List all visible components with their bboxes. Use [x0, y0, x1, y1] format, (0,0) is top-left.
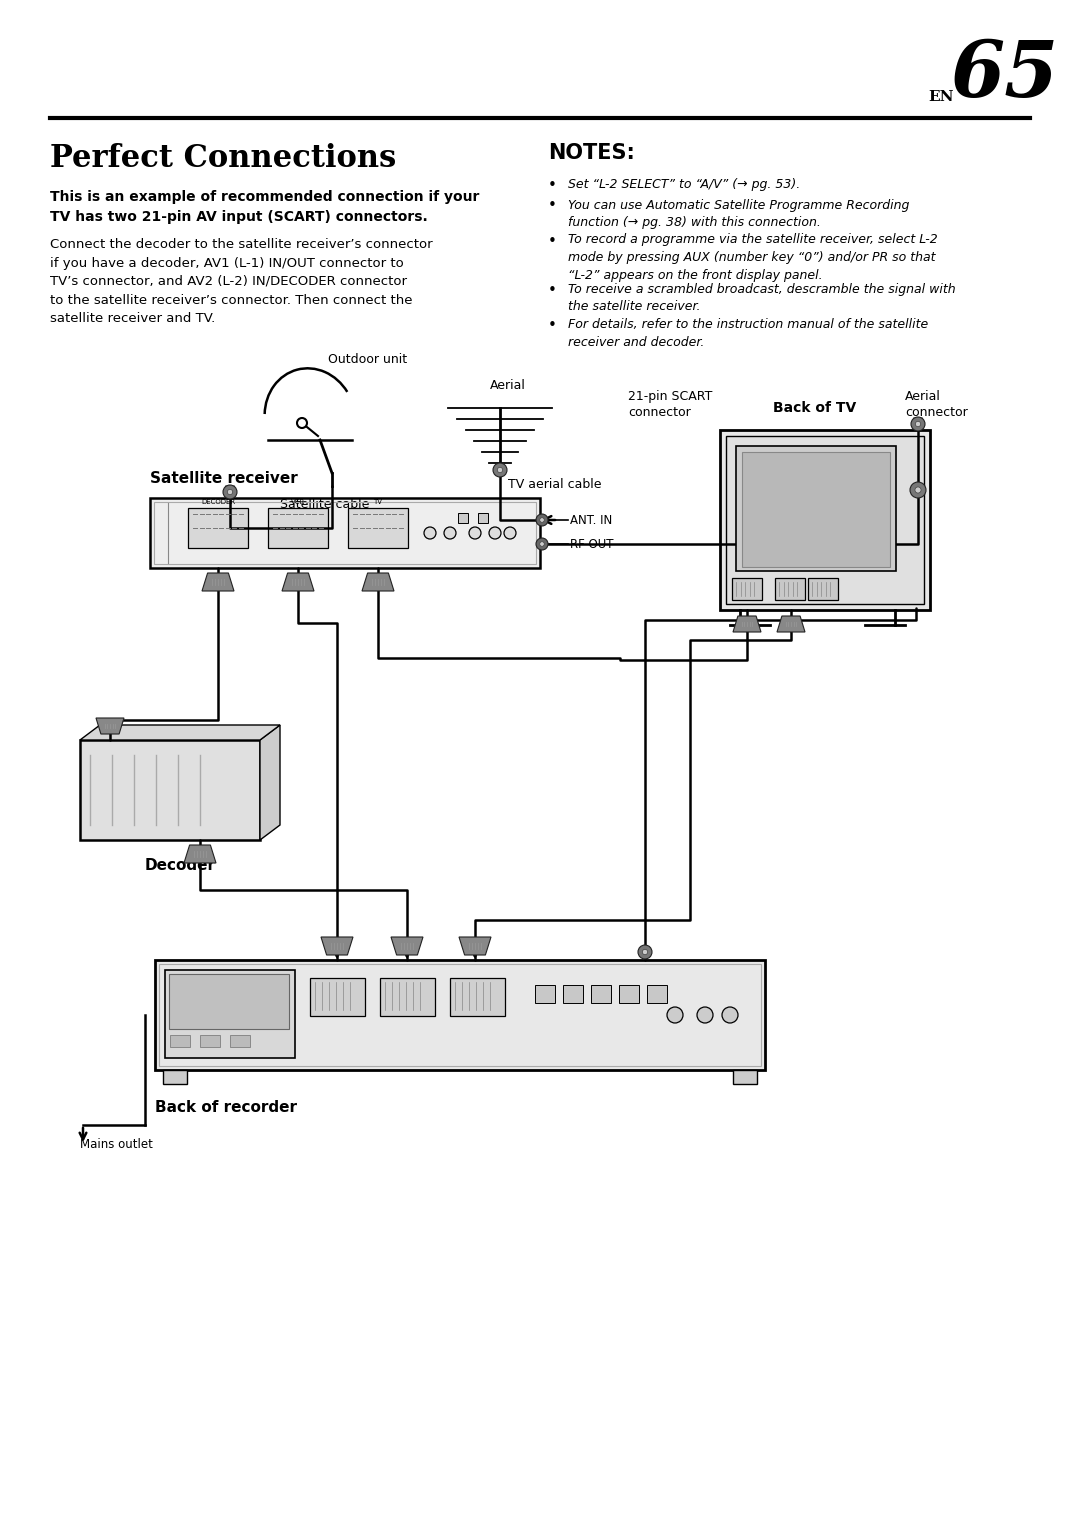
Bar — [230, 1034, 249, 1047]
Polygon shape — [362, 573, 394, 591]
Polygon shape — [777, 616, 805, 633]
Text: •: • — [548, 318, 557, 333]
Text: DECODER: DECODER — [201, 500, 235, 504]
Text: 65: 65 — [950, 38, 1058, 115]
Bar — [154, 503, 536, 564]
Bar — [563, 986, 583, 1002]
Bar — [742, 452, 890, 567]
Text: You can use Automatic Satellite Programme Recording
function (→ pg. 38) with thi: You can use Automatic Satellite Programm… — [568, 199, 909, 229]
Text: 21-pin SCART
connector: 21-pin SCART connector — [627, 390, 713, 419]
Circle shape — [489, 527, 501, 539]
Circle shape — [697, 1007, 713, 1024]
Text: Satellite cable: Satellite cable — [280, 498, 369, 510]
Polygon shape — [282, 573, 314, 591]
Text: •: • — [548, 283, 557, 298]
Text: RF OUT: RF OUT — [570, 538, 613, 550]
Bar — [735, 446, 896, 571]
Text: •: • — [548, 177, 557, 193]
Circle shape — [497, 468, 502, 472]
Bar — [80, 740, 260, 840]
Text: VCR: VCR — [291, 500, 306, 504]
Circle shape — [723, 1007, 738, 1024]
Text: TV aerial cable: TV aerial cable — [508, 478, 602, 490]
Circle shape — [504, 527, 516, 539]
Bar — [726, 435, 924, 604]
Text: •: • — [548, 199, 557, 214]
Bar — [310, 978, 365, 1016]
Bar — [165, 970, 295, 1057]
Bar — [188, 507, 248, 549]
Bar — [159, 964, 761, 1067]
Circle shape — [916, 422, 920, 426]
Bar — [458, 513, 468, 523]
Bar — [380, 978, 435, 1016]
Text: Decoder: Decoder — [145, 859, 216, 872]
Bar — [450, 978, 505, 1016]
Polygon shape — [391, 937, 423, 955]
Bar — [619, 986, 639, 1002]
Bar — [200, 1034, 220, 1047]
Text: Set “L-2 SELECT” to “A/V” (→ pg. 53).: Set “L-2 SELECT” to “A/V” (→ pg. 53). — [568, 177, 800, 191]
Circle shape — [469, 527, 481, 539]
Text: Back of recorder: Back of recorder — [156, 1100, 297, 1115]
Circle shape — [536, 513, 548, 526]
Text: •: • — [548, 234, 557, 249]
Bar — [535, 986, 555, 1002]
Circle shape — [444, 527, 456, 539]
Text: For details, refer to the instruction manual of the satellite
receiver and decod: For details, refer to the instruction ma… — [568, 318, 928, 348]
Text: Back of TV: Back of TV — [773, 400, 856, 416]
Bar — [170, 1034, 190, 1047]
Bar — [348, 507, 408, 549]
Bar — [733, 1070, 757, 1083]
Polygon shape — [202, 573, 234, 591]
Circle shape — [540, 518, 544, 523]
Text: TV: TV — [374, 500, 382, 504]
Bar — [156, 960, 765, 1070]
Bar — [478, 513, 488, 523]
Circle shape — [228, 489, 232, 495]
Circle shape — [424, 527, 436, 539]
Circle shape — [492, 463, 507, 477]
Text: To record a programme via the satellite receiver, select L-2
mode by pressing AU: To record a programme via the satellite … — [568, 234, 937, 281]
Circle shape — [536, 538, 548, 550]
Circle shape — [222, 484, 237, 500]
Text: Outdoor unit: Outdoor unit — [328, 353, 407, 367]
Bar — [163, 1070, 187, 1083]
Bar — [732, 578, 762, 601]
Polygon shape — [260, 724, 280, 840]
Bar — [720, 429, 930, 610]
Bar — [647, 986, 667, 1002]
Circle shape — [638, 944, 652, 960]
Circle shape — [297, 419, 307, 428]
Circle shape — [915, 487, 921, 494]
Text: NOTES:: NOTES: — [548, 144, 635, 163]
Text: ANT. IN: ANT. IN — [570, 513, 612, 527]
Text: Perfect Connections: Perfect Connections — [50, 144, 396, 174]
Text: Aerial
connector: Aerial connector — [905, 390, 968, 419]
Bar — [168, 973, 289, 1028]
Text: EN: EN — [928, 90, 954, 104]
Text: To receive a scrambled broadcast, descramble the signal with
the satellite recei: To receive a scrambled broadcast, descra… — [568, 283, 956, 313]
Polygon shape — [80, 724, 280, 740]
Bar — [268, 507, 328, 549]
Polygon shape — [184, 845, 216, 863]
Circle shape — [667, 1007, 683, 1024]
Circle shape — [540, 542, 544, 547]
Circle shape — [910, 481, 926, 498]
Bar — [591, 986, 611, 1002]
Bar — [775, 578, 805, 601]
Polygon shape — [96, 718, 124, 733]
Bar — [150, 498, 540, 568]
Polygon shape — [733, 616, 761, 633]
Text: Connect the decoder to the satellite receiver’s connector
if you have a decoder,: Connect the decoder to the satellite rec… — [50, 238, 433, 325]
Text: Satellite receiver: Satellite receiver — [150, 471, 298, 486]
Text: Mains outlet: Mains outlet — [80, 1138, 153, 1151]
Text: Aerial: Aerial — [490, 379, 526, 393]
Circle shape — [643, 949, 648, 955]
Circle shape — [912, 417, 924, 431]
Bar — [808, 578, 838, 601]
Text: This is an example of recommended connection if your
TV has two 21-pin AV input : This is an example of recommended connec… — [50, 189, 480, 223]
Polygon shape — [459, 937, 491, 955]
Polygon shape — [321, 937, 353, 955]
